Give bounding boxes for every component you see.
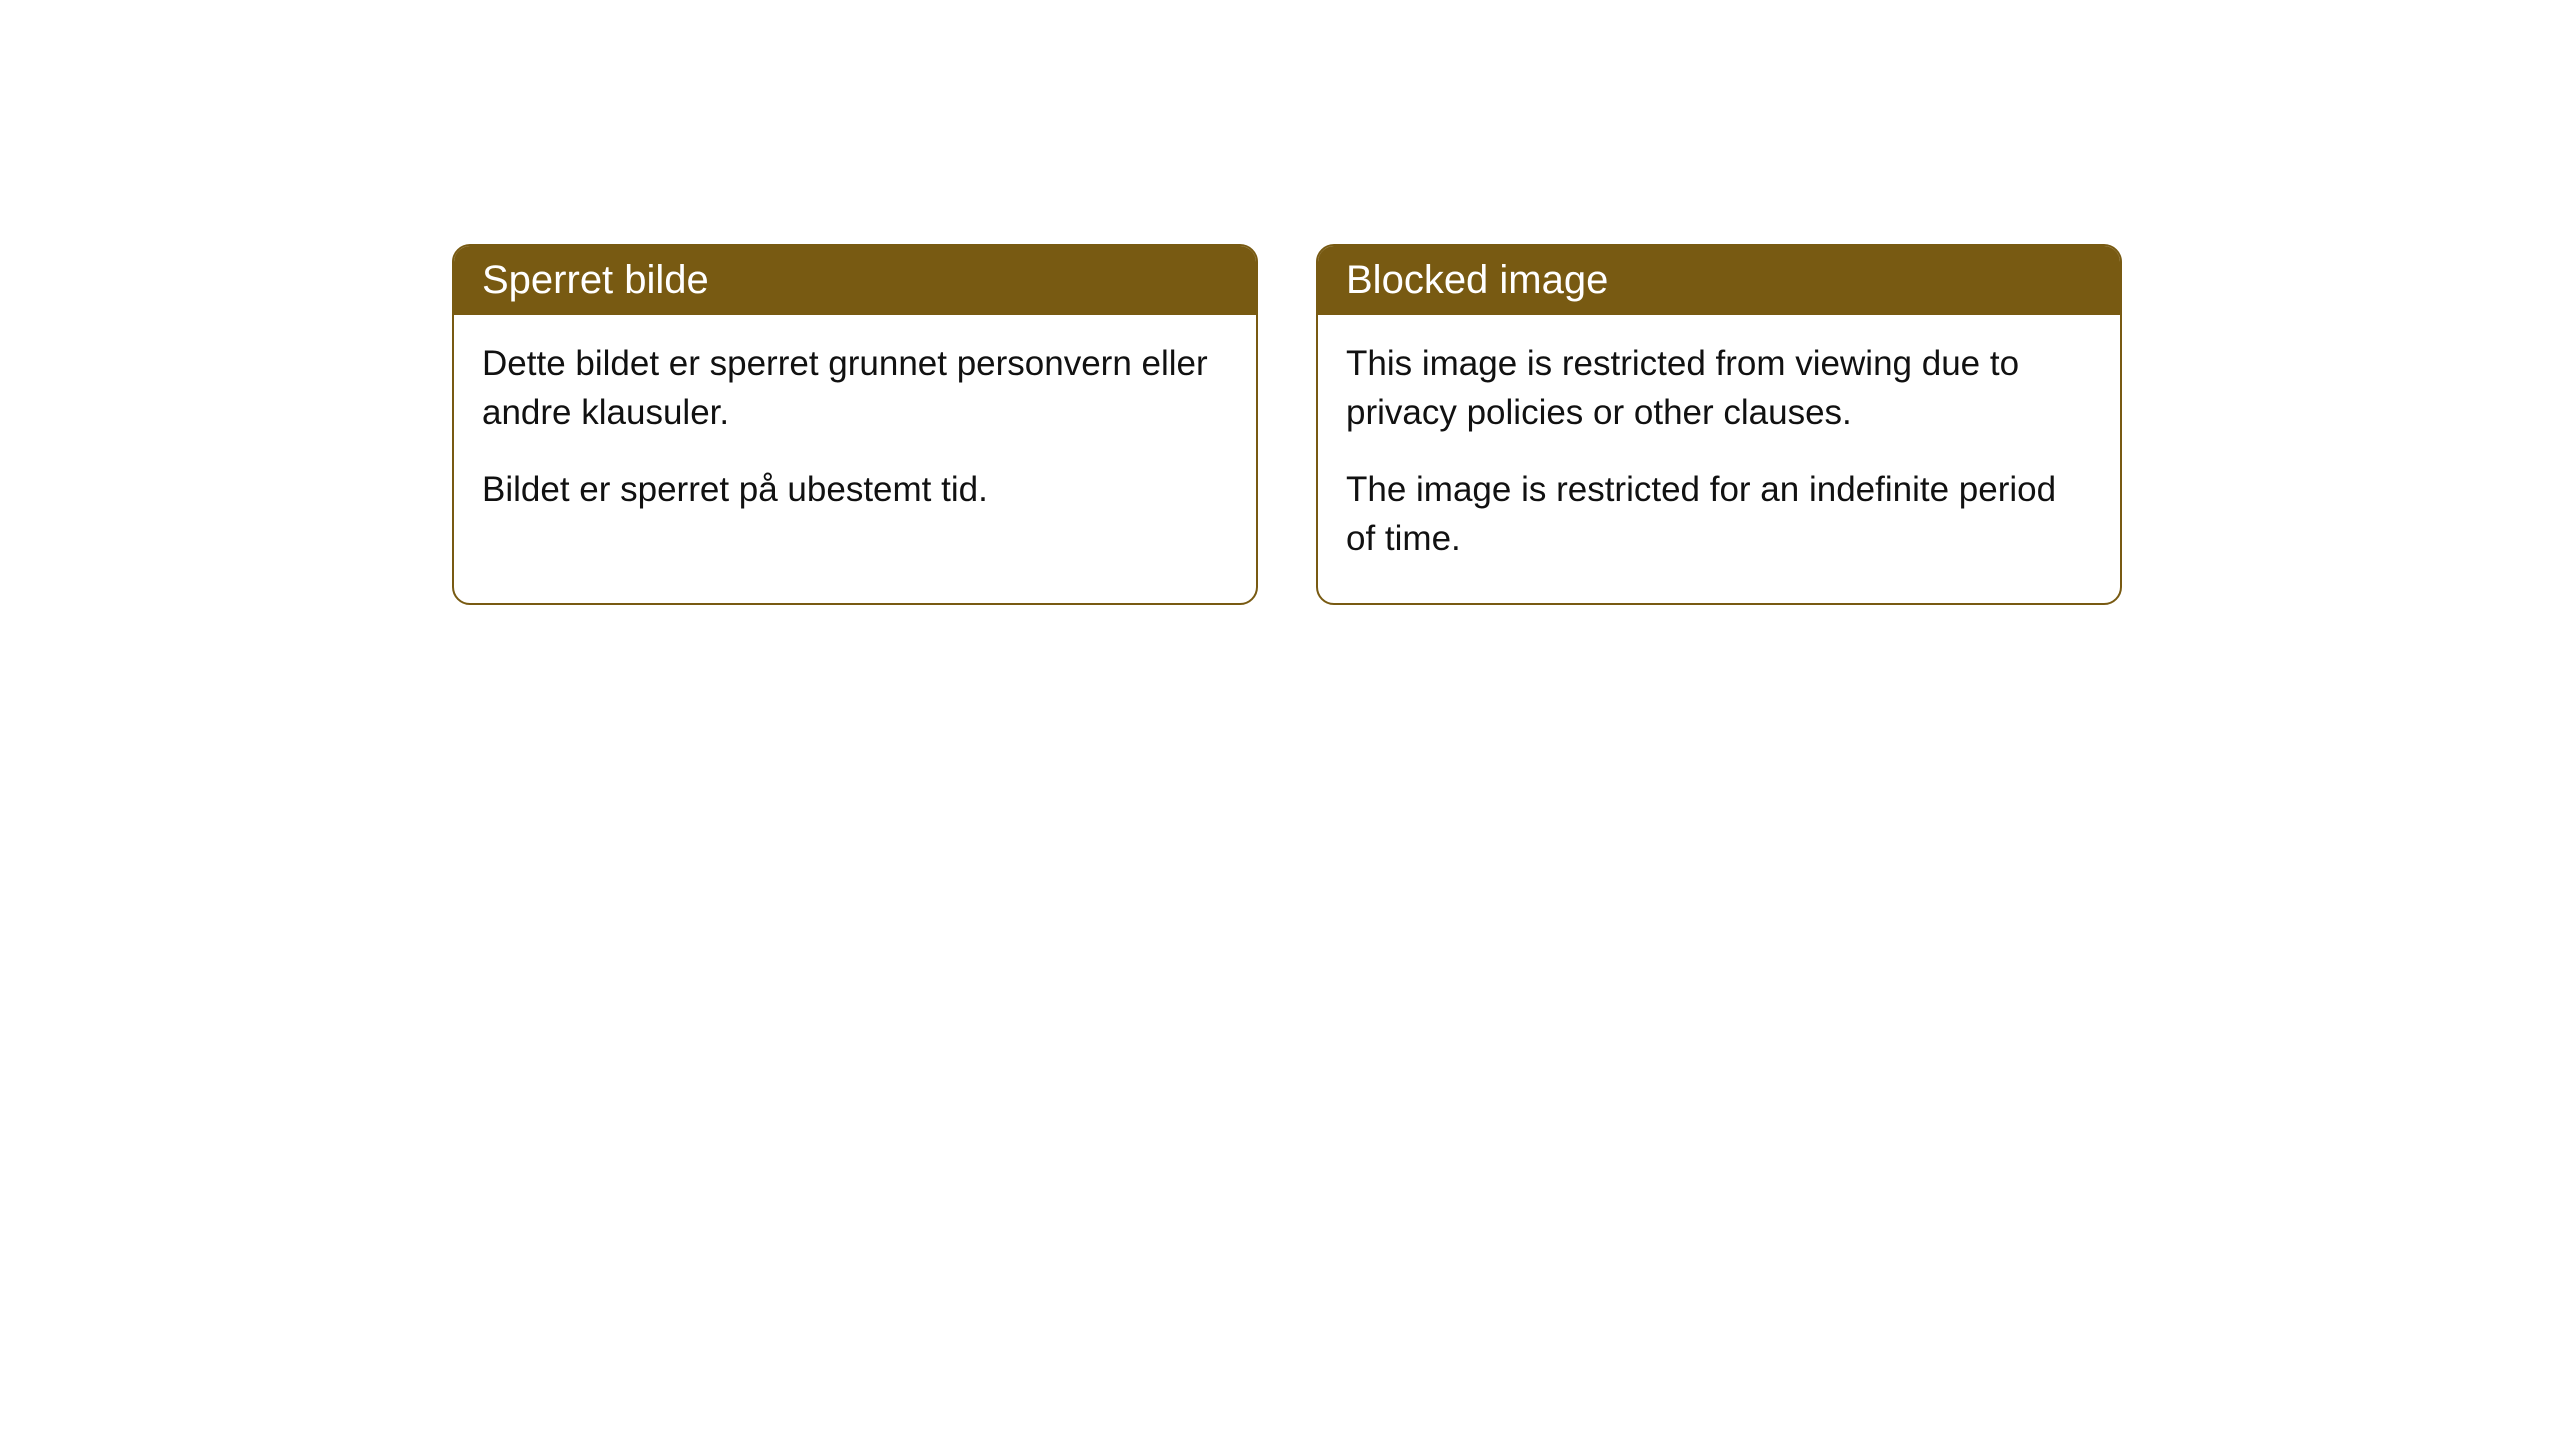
card-paragraph: This image is restricted from viewing du…: [1346, 339, 2092, 437]
blocked-image-card-no: Sperret bilde Dette bildet er sperret gr…: [452, 244, 1258, 605]
card-header: Sperret bilde: [454, 246, 1256, 315]
card-title: Blocked image: [1346, 258, 1608, 302]
card-paragraph: Bildet er sperret på ubestemt tid.: [482, 465, 1228, 514]
card-paragraph: The image is restricted for an indefinit…: [1346, 465, 2092, 563]
card-container: Sperret bilde Dette bildet er sperret gr…: [0, 0, 2560, 605]
card-body: This image is restricted from viewing du…: [1318, 315, 2120, 603]
card-header: Blocked image: [1318, 246, 2120, 315]
blocked-image-card-en: Blocked image This image is restricted f…: [1316, 244, 2122, 605]
card-body: Dette bildet er sperret grunnet personve…: [454, 315, 1256, 554]
card-paragraph: Dette bildet er sperret grunnet personve…: [482, 339, 1228, 437]
card-title: Sperret bilde: [482, 258, 709, 302]
